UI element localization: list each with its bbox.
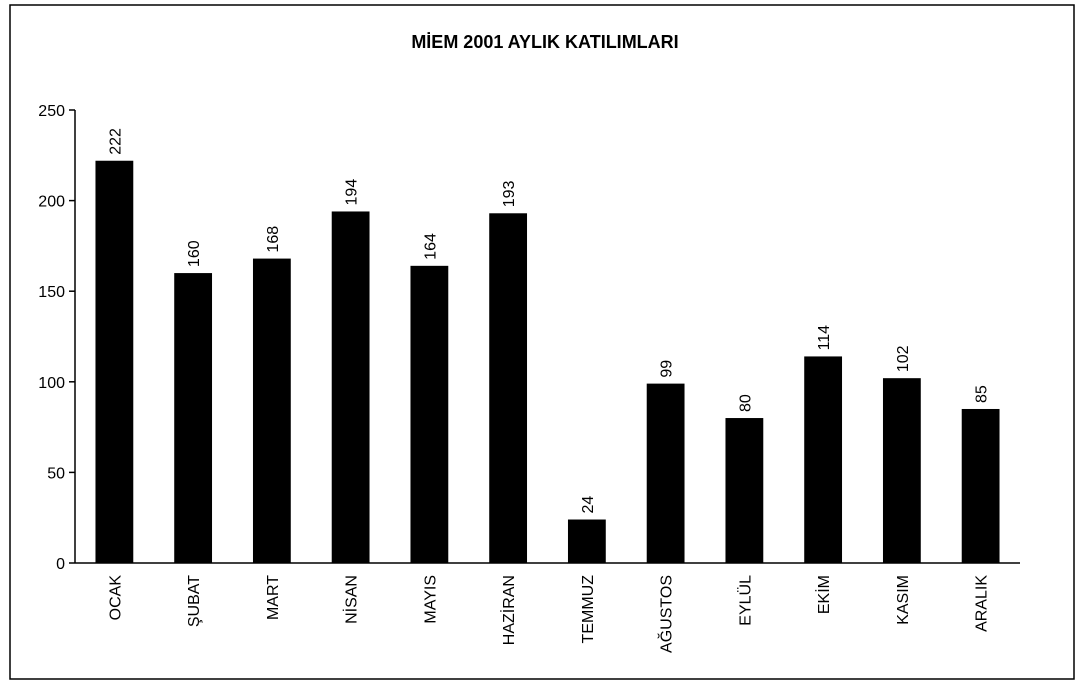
y-tick-label: 250 [38,103,65,120]
bar [725,418,764,563]
x-tick-label: ŞUBAT [186,575,203,627]
value-label: 193 [501,180,518,207]
chart-frame [9,4,1075,680]
x-tick-label: MAYIS [422,575,439,624]
value-label: 164 [422,233,439,260]
x-tick-label: NİSAN [342,575,361,624]
bar [331,211,370,564]
bar [804,356,843,563]
x-tick-label: OCAK [107,575,124,621]
x-tick-label: EYLÜL [736,575,754,626]
bar [489,213,528,563]
value-label: 222 [107,128,124,155]
bar [174,273,213,563]
bar [95,160,134,563]
value-label: 85 [974,385,991,403]
x-tick-label: EKİM [814,575,833,614]
value-label: 194 [344,179,361,206]
y-tick-label: 200 [38,194,65,211]
value-label: 160 [186,240,203,267]
bar [961,408,1000,563]
value-label: 24 [580,496,597,514]
x-tick-label: MART [265,575,282,620]
y-tick-label: 0 [56,556,65,573]
x-tick-label: HAZİRAN [499,575,518,645]
bar [646,383,685,563]
bar [410,265,449,563]
value-label: 114 [816,325,833,351]
bar [252,258,291,563]
y-tick-label: 50 [47,465,65,482]
chart-title: MİEM 2001 AYLIK KATILIMLARI [411,32,678,52]
x-tick-label: KASIM [895,575,912,625]
bar [882,378,921,563]
x-tick-label: AĞUSTOS [657,575,676,653]
value-label: 102 [895,345,912,372]
value-label: 168 [265,226,282,253]
value-label: 99 [659,360,676,378]
y-tick-label: 150 [38,284,65,301]
value-label: 80 [737,394,754,412]
x-tick-label: TEMMUZ [580,575,597,644]
x-tick-label: ARALIK [974,575,991,632]
y-tick-label: 100 [38,375,65,392]
bar [567,519,606,563]
